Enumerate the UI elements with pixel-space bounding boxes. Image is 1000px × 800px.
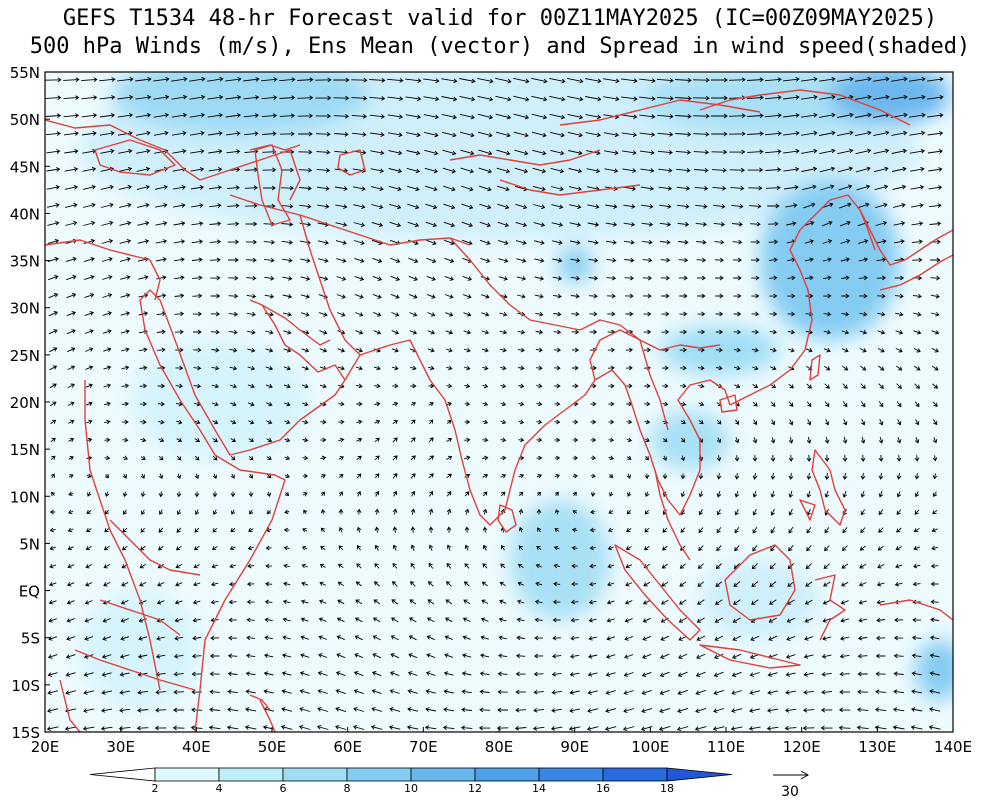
lat-label: 35N <box>10 253 40 271</box>
chart-title-line2: 500 hPa Winds (m/s), Ens Mean (vector) a… <box>29 34 971 59</box>
chart-title-line1: GEFS T1534 48-hr Forecast valid for 00Z1… <box>62 6 938 31</box>
lon-label: 120E <box>783 738 821 756</box>
lat-label: 10N <box>10 488 40 506</box>
spread-shading <box>80 72 953 710</box>
lat-label: 50N <box>10 111 40 129</box>
colorbar-box <box>474 767 540 782</box>
lon-label: 20E <box>31 738 60 756</box>
longitude-axis: 20E 30E 40E 50E 60E 70E 80E 90E 100E 110E 120E 130E… <box>31 727 972 756</box>
lat-label: 5S <box>21 630 40 648</box>
colorbar: 2 4 6 8 10 12 14 16 18 <box>89 767 733 795</box>
colorbar-box <box>538 767 604 782</box>
colorbar-label: 18 <box>660 782 674 795</box>
lon-label: 110E <box>707 738 745 756</box>
colorbar-box <box>282 767 348 782</box>
lon-label: 70E <box>409 738 438 756</box>
colorbar-box <box>154 767 220 782</box>
lon-label: 130E <box>858 738 896 756</box>
lon-label: 100E <box>631 738 669 756</box>
colorbar-label: 16 <box>596 782 610 795</box>
lat-label: 5N <box>19 535 40 553</box>
lon-label: 60E <box>333 738 362 756</box>
reference-vector: 30 <box>773 770 810 800</box>
lon-label: 140E <box>934 738 972 756</box>
colorbar-box <box>602 767 668 782</box>
colorbar-label: 6 <box>280 782 287 795</box>
lat-label: 10S <box>11 677 40 695</box>
lat-label: 40N <box>10 205 40 223</box>
lon-label: 80E <box>485 738 514 756</box>
colorbar-under-triangle <box>89 767 156 782</box>
lat-label: 15S <box>11 724 40 742</box>
lat-label: EQ <box>19 583 40 601</box>
lon-label: 90E <box>560 738 589 756</box>
coastlines <box>45 89 953 732</box>
colorbar-label: 14 <box>532 782 546 795</box>
colorbar-box <box>218 767 284 782</box>
colorbar-box <box>410 767 476 782</box>
colorbar-label: 10 <box>404 782 418 795</box>
lat-label: 55N <box>10 64 40 82</box>
colorbar-label: 2 <box>152 782 159 795</box>
colorbar-label: 4 <box>216 782 223 795</box>
lon-label: 50E <box>258 738 287 756</box>
lat-label: 15N <box>10 441 40 459</box>
vector-field <box>45 76 944 732</box>
colorbar-box <box>346 767 412 782</box>
wind-vectors <box>45 76 944 732</box>
reference-vector-value: 30 <box>781 784 799 800</box>
latitude-axis: 55N 50N 45N 40N 35N 30N 25N 20N 15N 10N 5N EQ 5S 10S 1… <box>10 64 50 742</box>
lat-label: 25N <box>10 347 40 365</box>
lat-label: 30N <box>10 300 40 318</box>
lon-label: 30E <box>106 738 135 756</box>
colorbar-label: 12 <box>468 782 482 795</box>
colorbar-over-triangle <box>666 767 733 782</box>
lon-label: 40E <box>182 738 211 756</box>
colorbar-label: 8 <box>344 782 351 795</box>
lat-label: 20N <box>10 394 40 412</box>
lat-label: 45N <box>10 158 40 176</box>
